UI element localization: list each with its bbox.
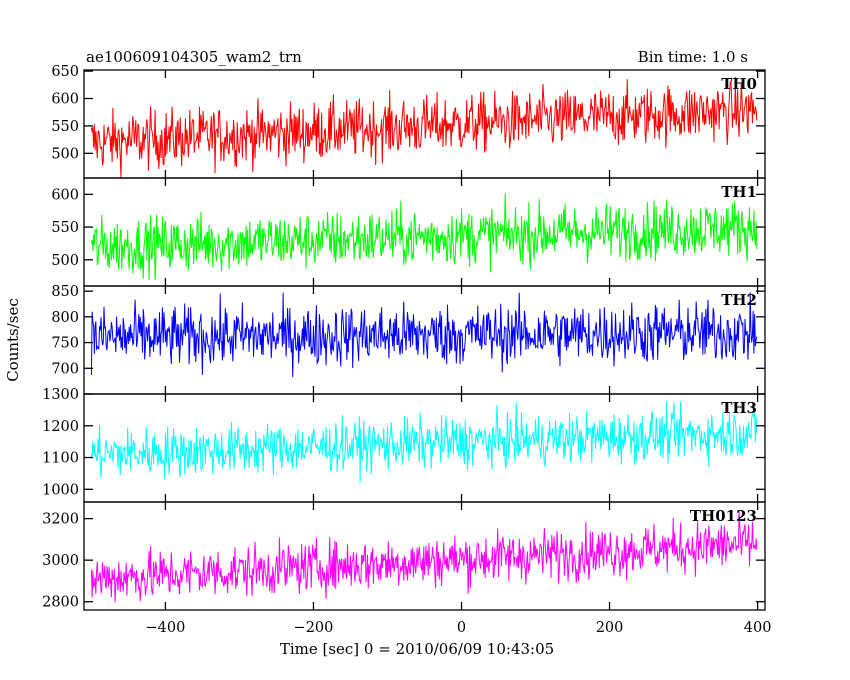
y-tick-label: 800 — [51, 310, 79, 326]
y-tick-label: 550 — [51, 119, 79, 135]
series-line-th1 — [90, 193, 758, 281]
y-tick-label: 500 — [51, 146, 79, 162]
x-axis-label: Time [sec] 0 = 2010/06/09 10:43:05 — [280, 640, 554, 658]
y-tick-label: 600 — [51, 92, 79, 108]
y-axis-label: Counts/sec — [4, 298, 22, 382]
x-tick-label: 200 — [596, 620, 624, 636]
y-tick-label: 1200 — [42, 419, 79, 435]
y-tick-label: 550 — [51, 220, 79, 236]
y-tick-label: 600 — [51, 187, 79, 203]
bin-time-label: Bin time: 1.0 s — [638, 48, 748, 66]
y-tick-label: 650 — [51, 64, 79, 80]
series-line-th0 — [90, 77, 758, 178]
y-tick-label: 1300 — [42, 387, 79, 403]
panel-label-th3: TH3 — [721, 399, 757, 417]
panel-label-th1: TH1 — [721, 183, 757, 201]
panel-label-th0123: TH0123 — [690, 507, 757, 525]
y-tick-label: 500 — [51, 253, 79, 269]
panels-group: 500 550 600 650 TH0 500 550 600 TH1 700 750 800 850 T… — [42, 64, 771, 636]
chart-title: ae100609104305_wam2_trn — [86, 48, 302, 66]
x-tick-label: −400 — [146, 620, 186, 636]
y-tick-label: 750 — [51, 336, 79, 352]
y-tick-label: 1100 — [42, 451, 79, 467]
x-tick-label: 0 — [457, 620, 466, 636]
series-line-th2 — [90, 292, 758, 378]
y-tick-label: 850 — [51, 284, 79, 300]
y-tick-label: 3000 — [42, 553, 79, 569]
y-tick-label: 2800 — [42, 595, 79, 611]
x-tick-label: 400 — [744, 620, 772, 636]
series-line-th0123 — [90, 509, 758, 603]
y-tick-label: 3200 — [42, 512, 79, 528]
panel-frame-th0123 — [83, 501, 766, 611]
panel-label-th0: TH0 — [721, 75, 757, 93]
y-tick-label: 700 — [51, 361, 79, 377]
panel-label-th2: TH2 — [721, 291, 757, 309]
y-tick-label: 1000 — [42, 482, 79, 498]
series-line-th3 — [90, 401, 758, 484]
x-tick-label: −200 — [294, 620, 334, 636]
